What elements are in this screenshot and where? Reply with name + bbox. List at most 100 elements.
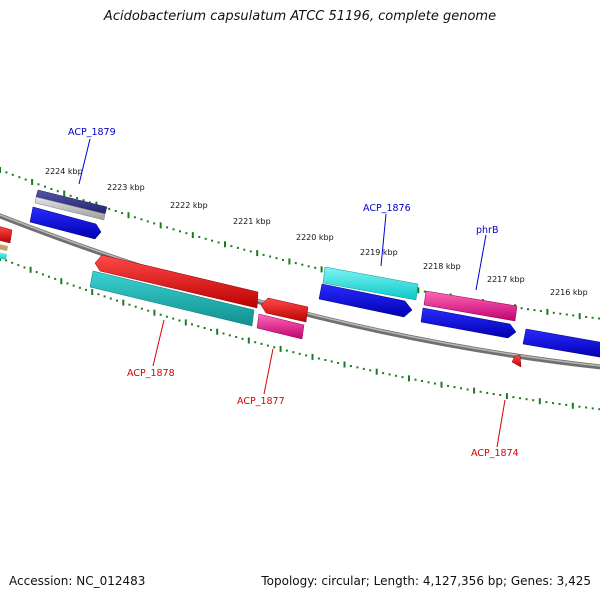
ruler-major-tick xyxy=(473,387,476,394)
ruler-minor-tick xyxy=(527,308,529,311)
ruler-major-tick xyxy=(63,190,66,197)
gene-left-edge-cyan[interactable] xyxy=(0,252,7,260)
ruler-major-tick xyxy=(256,250,259,257)
gene-ACP_1878-red[interactable] xyxy=(94,254,259,309)
ruler-label-2220: 2220 kbp xyxy=(296,233,334,242)
gene-feature-gray[interactable] xyxy=(34,196,106,221)
ruler-minor-tick xyxy=(294,262,297,265)
leader-line-ACP_1874 xyxy=(496,399,506,448)
ruler-minor-tick xyxy=(492,393,495,395)
gene-left-edge-red[interactable] xyxy=(0,226,13,244)
ruler-minor-tick xyxy=(11,173,14,176)
reverse-gene-labels: ACP_1878 ACP_1877 ACP_1874 xyxy=(127,368,519,459)
gene-label-ACP_1874[interactable]: ACP_1874 xyxy=(471,448,519,459)
ruler-major-tick xyxy=(184,319,187,326)
ruler-minor-tick xyxy=(128,303,131,306)
gene-forward-blue-2[interactable] xyxy=(420,307,517,339)
ruler-major-tick xyxy=(247,337,250,344)
ruler-minor-tick xyxy=(78,286,81,289)
ruler-minor-tick xyxy=(307,265,310,268)
gene-forward-blue-1[interactable] xyxy=(318,283,413,318)
ruler-minor-tick xyxy=(50,188,53,190)
ruler-minor-tick xyxy=(185,232,188,235)
ruler-minor-tick xyxy=(275,257,278,260)
gene-ACP_1878[interactable] xyxy=(89,270,255,327)
ruler-label-2221: 2221 kbp xyxy=(233,217,271,226)
ruler-minor-tick xyxy=(211,239,214,242)
gene-ACP_1874[interactable] xyxy=(511,354,522,368)
gene-forward-blue-3[interactable] xyxy=(522,328,600,358)
ruler-major-tick xyxy=(127,212,130,219)
ruler-minor-tick xyxy=(266,344,269,347)
ruler-minor-tick xyxy=(565,403,568,406)
ruler-minor-tick xyxy=(585,406,588,409)
ruler-major-tick xyxy=(311,353,314,360)
gene-ACP_1879[interactable] xyxy=(29,206,102,240)
ruler-major-tick xyxy=(0,167,1,173)
forward-leader-lines xyxy=(78,138,487,291)
ruler-minor-tick xyxy=(23,266,26,269)
ruler-minor-tick xyxy=(260,342,263,345)
ruler-minor-tick xyxy=(434,382,436,385)
gene-ACP_1877[interactable] xyxy=(256,313,305,340)
ruler-minor-tick xyxy=(559,312,562,315)
ruler-minor-tick xyxy=(585,316,588,318)
topology-summary-text: Topology: circular; Length: 4,127,356 bp… xyxy=(261,574,591,588)
ruler-minor-tick xyxy=(166,226,169,229)
ruler-minor-tick xyxy=(254,341,257,344)
forward-gene-labels: ACP_1879 ACP_1876 phrB xyxy=(68,127,498,236)
ruler-minor-tick xyxy=(525,398,528,401)
ruler-minor-tick xyxy=(85,288,87,291)
ruler-labels: 2224 kbp 2223 kbp 2222 kbp 2221 kbp 2220… xyxy=(45,167,588,297)
ruler-minor-tick xyxy=(598,408,600,411)
ruler-minor-tick xyxy=(532,399,535,402)
ruler-major-tick xyxy=(191,232,194,239)
ruler-minor-tick xyxy=(165,315,168,318)
gene-label-ACP_1879[interactable]: ACP_1879 xyxy=(68,127,116,138)
ruler-major-tick xyxy=(320,266,323,273)
ruler-major-tick xyxy=(440,381,443,388)
leader-line-ACP_1878 xyxy=(152,319,165,367)
ruler-minor-tick xyxy=(243,248,246,251)
ruler-minor-tick xyxy=(552,402,554,405)
ruler-minor-tick xyxy=(565,313,568,316)
ruler-major-tick xyxy=(505,393,508,400)
ruler-minor-tick xyxy=(209,328,212,331)
forward-strand-genes xyxy=(29,189,600,358)
ruler-minor-tick xyxy=(146,220,149,223)
ruler-minor-tick xyxy=(35,271,38,274)
ruler-minor-tick xyxy=(423,290,426,293)
ruler-minor-tick xyxy=(191,323,193,326)
gene-label-ACP_1877[interactable]: ACP_1877 xyxy=(237,396,285,407)
ruler-minor-tick xyxy=(66,282,69,285)
ruler-major-tick xyxy=(571,402,574,409)
gene-label-phrB[interactable]: phrB xyxy=(476,225,498,236)
ruler-major-tick xyxy=(578,313,581,320)
ruler-minor-tick xyxy=(172,228,175,231)
ruler-minor-tick xyxy=(324,359,327,361)
ruler-minor-tick xyxy=(292,351,295,354)
ruler-minor-tick xyxy=(228,334,231,337)
gene-label-ACP_1876[interactable]: ACP_1876 xyxy=(363,203,411,214)
ruler-minor-tick xyxy=(114,210,117,212)
gene-left-edge-tan[interactable] xyxy=(0,244,8,251)
ruler-minor-tick xyxy=(401,376,404,379)
ruler-minor-tick xyxy=(56,190,59,193)
ruler-minor-tick xyxy=(545,401,548,404)
ruler-minor-tick xyxy=(421,380,423,382)
ruler-minor-tick xyxy=(198,236,201,238)
gene-ACP_1877-red[interactable] xyxy=(260,297,309,323)
ruler-minor-tick xyxy=(147,309,150,312)
gene-phrB[interactable] xyxy=(423,290,518,322)
ruler-minor-tick xyxy=(44,185,46,188)
gene-label-ACP_1878[interactable]: ACP_1878 xyxy=(127,368,175,379)
ruler-minor-tick xyxy=(512,396,515,399)
ruler-minor-tick xyxy=(18,176,21,179)
ruler-minor-tick xyxy=(539,310,542,312)
ruler-minor-tick xyxy=(72,284,75,287)
ruler-minor-tick xyxy=(172,317,175,320)
ruler-label-2219: 2219 kbp xyxy=(360,248,398,257)
ruler-outer-ticks xyxy=(0,167,600,320)
gene-ACP_1876-fill[interactable] xyxy=(322,266,419,301)
